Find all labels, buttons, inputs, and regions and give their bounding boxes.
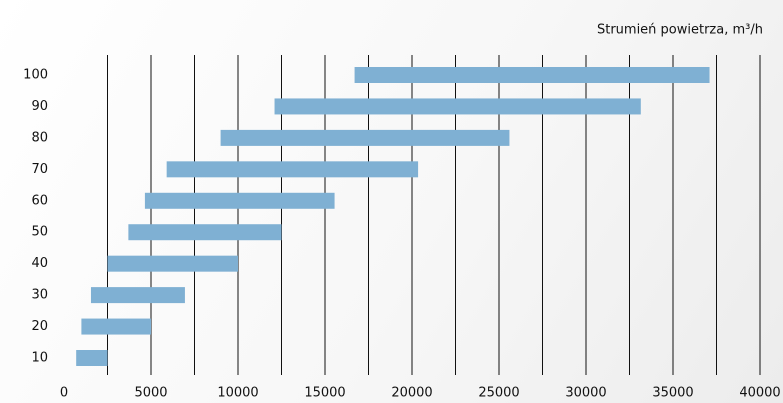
bar [220, 129, 510, 146]
x-tick-label: 5000 [134, 386, 167, 401]
bar [166, 161, 419, 178]
y-tick-label: 30 [31, 288, 48, 303]
bar [354, 67, 710, 83]
bar [81, 318, 151, 335]
y-tick-label: 80 [31, 130, 48, 145]
bar [107, 255, 238, 272]
x-tick-label: 15000 [304, 386, 345, 401]
bar [76, 350, 108, 366]
x-tick-label: 25000 [478, 386, 519, 401]
x-tick-label: 40000 [739, 386, 780, 401]
x-tick-label: 35000 [652, 386, 693, 401]
x-tick-label: 0 [60, 386, 68, 401]
y-tick-label: 90 [31, 99, 48, 114]
y-tick-label: 100 [23, 68, 48, 83]
axis-title: Strumień powietrza, m³/h [597, 23, 763, 38]
y-tick-label: 70 [31, 162, 48, 177]
y-tick-label: 50 [31, 225, 48, 240]
bar [90, 287, 185, 304]
x-tick-label: 10000 [217, 386, 258, 401]
x-tick-label: 30000 [565, 386, 606, 401]
bar [144, 192, 335, 209]
y-tick-label: 60 [31, 193, 48, 208]
y-tick-label: 10 [31, 351, 48, 366]
bar [274, 98, 641, 115]
bar [128, 224, 282, 241]
y-tick-label: 40 [31, 256, 48, 271]
x-tick-label: 20000 [391, 386, 432, 401]
y-tick-label: 20 [31, 319, 48, 334]
